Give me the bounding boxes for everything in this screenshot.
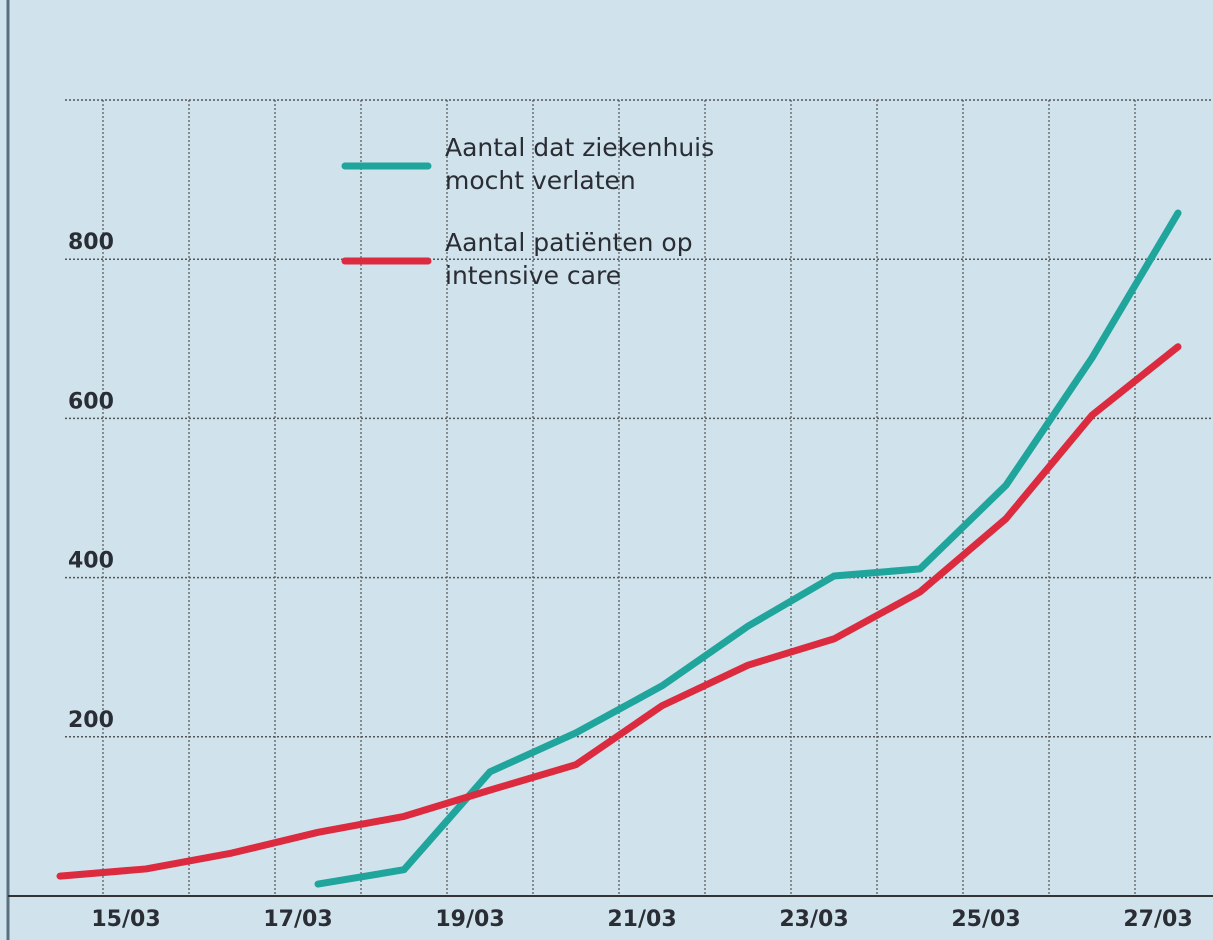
x-tick-label: 17/03 bbox=[263, 907, 332, 932]
x-tick-label: 27/03 bbox=[1123, 907, 1192, 932]
x-tick-label: 19/03 bbox=[435, 907, 504, 932]
series-line bbox=[314, 209, 1182, 888]
y-tick-label: 200 bbox=[68, 708, 114, 733]
x-tick-label: 25/03 bbox=[951, 907, 1020, 932]
x-tick-label: 21/03 bbox=[607, 907, 676, 932]
y-tick-label: 800 bbox=[68, 230, 114, 255]
series-line bbox=[56, 343, 1182, 880]
legend-label: Aantal dat ziekenhuis mocht verlaten bbox=[445, 133, 715, 195]
y-tick-label: 400 bbox=[68, 549, 114, 574]
legend-label: Aantal patiënten op intensive care bbox=[445, 228, 693, 290]
x-tick-label: 23/03 bbox=[779, 907, 848, 932]
y-tick-label: 600 bbox=[68, 389, 114, 414]
x-tick-label: 15/03 bbox=[91, 907, 160, 932]
